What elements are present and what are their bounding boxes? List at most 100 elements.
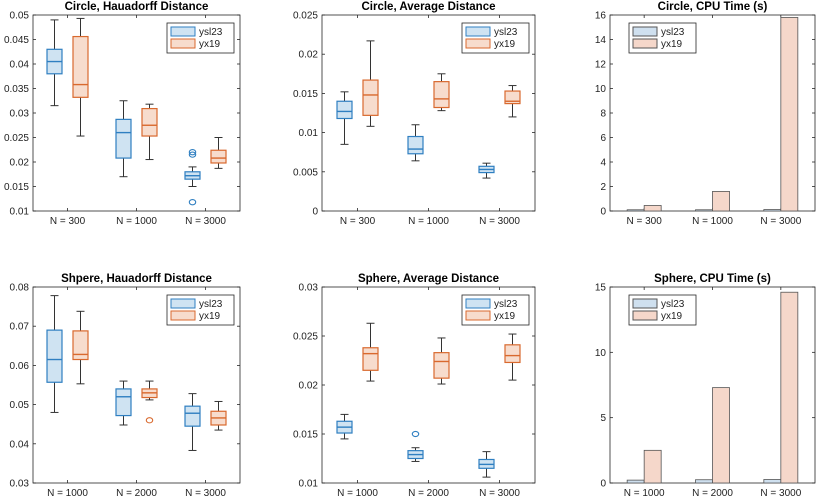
legend-swatch-yx19 (632, 38, 658, 49)
box-yx19-3 (210, 400, 227, 431)
y-tick-label: 0.025 (4, 133, 29, 144)
legend-label: yx19 (494, 39, 516, 50)
box-ysl23-3 (184, 393, 201, 451)
legend-label: ysl23 (661, 27, 685, 38)
y-tick-label: 0.04 (10, 60, 30, 71)
chart-1: Circle, Hauadorff Distance 0.01 0.015 0.02 0… (4, 1, 241, 227)
box-ysl23-1 (46, 19, 63, 107)
legend-label: yx19 (661, 311, 683, 322)
y-tick-label: 14 (595, 35, 607, 46)
y-tick-label: 0.025 (293, 332, 318, 343)
bar-ysl23-2 (695, 479, 713, 484)
box-iqr (504, 344, 521, 364)
x-tick-label: N = 2000 (408, 488, 449, 498)
box-yx19-1 (72, 17, 89, 137)
legend-label: ysl23 (494, 27, 518, 38)
x-tick-label: N = 300 (627, 216, 663, 227)
box-yx19-2 (433, 73, 450, 112)
chart-3: Circle, CPU Time (s) 0 2 4 6 8 10 12 14 16 N = 300… (595, 1, 816, 227)
y-tick-label: 0 (600, 479, 606, 490)
box-ysl23-2 (115, 100, 132, 178)
y-tick-label: 0.025 (293, 11, 318, 22)
y-tick-label: 4 (600, 158, 606, 169)
bar-yx19-3 (780, 291, 799, 484)
y-tick-label: 0.01 (299, 128, 319, 139)
outlier-point (188, 199, 197, 206)
legend-label: ysl23 (199, 27, 223, 38)
legend-label: ysl23 (661, 299, 685, 310)
bar-ysl23-1 (626, 209, 645, 212)
y-tick-label: 0.015 (293, 89, 318, 100)
bar-yx19-1 (643, 449, 662, 484)
y-tick-label: 15 (595, 283, 607, 294)
box-yx19-1 (362, 40, 379, 127)
box-ysl23-3 (478, 451, 495, 478)
bar-yx19-1 (643, 205, 662, 212)
legend-swatch-yx19 (465, 310, 491, 321)
legend-swatch-yx19 (170, 310, 196, 321)
legend-label: ysl23 (494, 299, 518, 310)
y-tick-label: 16 (595, 11, 607, 22)
x-tick-label: N = 1000 (624, 488, 665, 498)
box-yx19-2 (141, 103, 158, 161)
bar-yx19-2 (712, 190, 730, 212)
box-ysl23-3 (184, 149, 201, 206)
chart-title: Sphere, CPU Time (s) (654, 273, 771, 285)
outlier-point (188, 149, 197, 156)
box-iqr (362, 347, 379, 371)
bar-ysl23-2 (695, 209, 713, 212)
box-iqr (141, 107, 158, 137)
box-iqr (184, 405, 201, 427)
box-yx19-2 (433, 337, 450, 385)
y-tick-label: 12 (595, 60, 607, 71)
y-tick-label: 0.035 (4, 84, 29, 95)
x-tick-label: N = 2000 (692, 488, 733, 498)
y-tick-label: 0.05 (10, 400, 30, 411)
box-ysl23-1 (336, 91, 353, 145)
y-tick-label: 0.015 (4, 182, 29, 193)
legend-swatch-yx19 (170, 38, 196, 49)
y-tick-label: 0.06 (10, 361, 30, 372)
x-tick-label: N = 3000 (760, 488, 801, 498)
y-tick-label: 0.01 (299, 479, 319, 490)
y-tick-label: 0.08 (10, 283, 30, 294)
x-tick-label: N = 3000 (479, 488, 520, 498)
bar-ysl23-3 (763, 479, 782, 484)
outlier-point (411, 430, 420, 438)
x-tick-label: N = 300 (50, 216, 86, 227)
box-iqr (115, 388, 132, 417)
y-tick-label: 0.07 (10, 322, 30, 333)
box-ysl23-3 (478, 162, 495, 179)
y-tick-label: 0.04 (10, 439, 30, 450)
legend-swatch-yx19 (632, 310, 658, 321)
legend-label: yx19 (661, 39, 683, 50)
y-tick-label: 10 (595, 348, 607, 359)
box-ysl23-2 (407, 124, 424, 162)
legend-label: yx19 (199, 39, 221, 50)
legend-label: yx19 (199, 311, 221, 322)
y-tick-label: 6 (600, 133, 606, 144)
box-iqr (72, 330, 89, 361)
x-tick-label: N = 1000 (47, 488, 88, 498)
y-tick-label: 0 (312, 207, 318, 218)
box-iqr (362, 79, 379, 116)
legend-swatch-ysl23 (632, 298, 658, 309)
y-tick-label: 0.045 (4, 35, 29, 46)
chart-5: Sphere, Average Distance 0.01 0.015 0.02 0.0… (293, 273, 536, 498)
box-yx19-3 (504, 333, 521, 381)
x-tick-label: N = 3000 (185, 216, 226, 227)
y-tick-label: 0.02 (299, 50, 319, 61)
box-yx19-1 (362, 322, 379, 382)
chart-title: Circle, Hauadorff Distance (65, 1, 209, 13)
box-yx19-3 (210, 137, 227, 169)
x-tick-label: N = 3000 (760, 216, 801, 227)
x-tick-label: N = 1000 (116, 216, 157, 227)
y-tick-label: 10 (595, 84, 607, 95)
legend-swatch-ysl23 (632, 26, 658, 37)
legend-swatch-ysl23 (170, 298, 196, 309)
box-ysl23-2 (115, 380, 132, 426)
